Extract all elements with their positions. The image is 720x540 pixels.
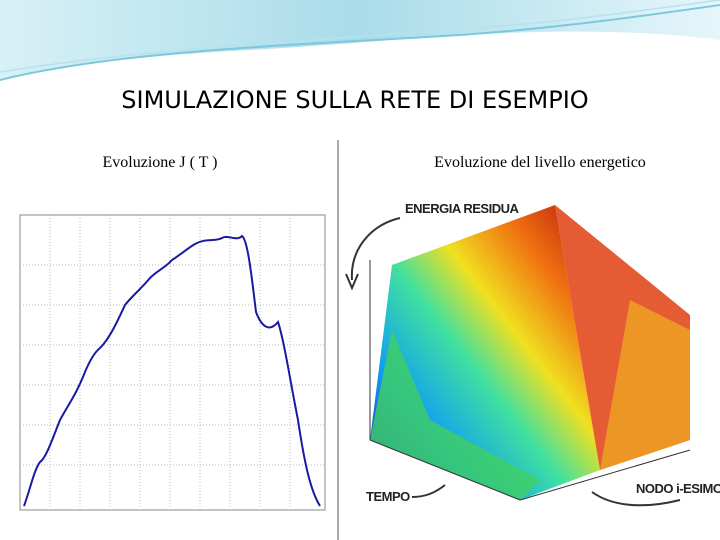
node-label: NODO i-ESIMO: [636, 481, 720, 496]
right-caption: Evoluzione del livello energetico: [434, 154, 646, 171]
time-label: TEMPO: [366, 489, 410, 504]
energy-label: ENERGIA RESIDUA: [405, 201, 519, 216]
left-caption: Evoluzione J ( T ): [103, 154, 218, 171]
energy-surface: [345, 205, 691, 507]
header-decoration: [0, 0, 720, 81]
jt-plot: [19, 214, 326, 511]
slide-title: SIMULAZIONE SULLA RETE DI ESEMPIO: [121, 86, 588, 114]
